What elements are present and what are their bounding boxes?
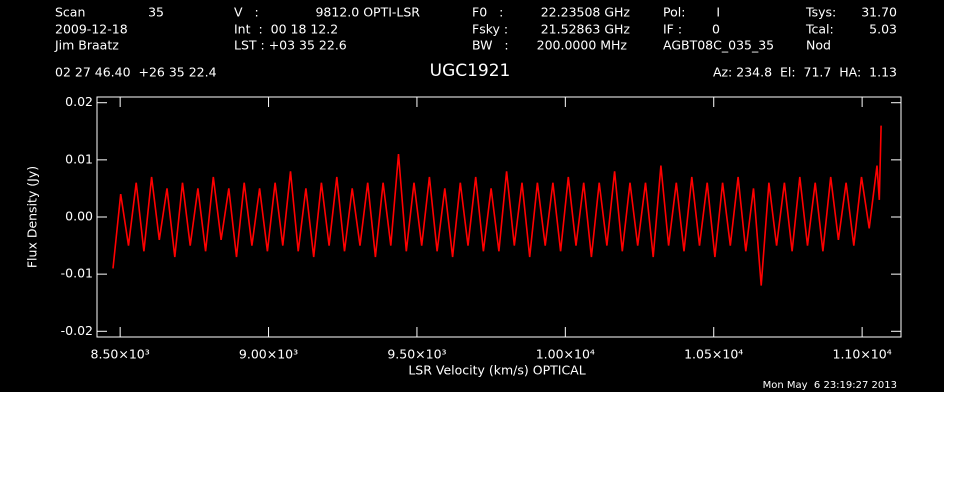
header-text: AGBT08C_035_35 (663, 38, 774, 53)
header-text: 9812.0 OPTI-LSR (315, 5, 420, 20)
header-text: 02 27 46.40 +26 35 22.4 (55, 65, 217, 80)
header-text: 0 (712, 22, 720, 37)
header-text: 22.23508 GHz (541, 5, 631, 20)
header-text: F0 : (472, 5, 503, 20)
header-text: Tcal: (805, 22, 834, 37)
y-tick-label: 0.02 (65, 94, 93, 109)
spectrum-line (112, 125, 882, 286)
header-text: 200.0000 MHz (537, 38, 628, 53)
x-axis-label: LSR Velocity (km/s) OPTICAL (408, 363, 585, 378)
x-tick-label: 9.50×10³ (387, 347, 446, 362)
header-text: V : (234, 5, 259, 20)
header-text: I (716, 5, 720, 20)
x-tick-label: 1.10×10⁴ (833, 347, 892, 362)
y-tick-label: 0.00 (65, 209, 93, 224)
header: Scan 35 V : 9812.0 OPTI-LSR F0 : 22.2350… (54, 5, 897, 80)
header-text: Scan (55, 5, 85, 20)
y-tick-label: -0.02 (61, 323, 93, 338)
x-tick-label: 9.00×10³ (239, 347, 298, 362)
header-text: LST : +03 35 22.6 (234, 38, 347, 53)
header-text: 5.03 (869, 22, 897, 37)
header-text: Jim Braatz (54, 38, 119, 53)
header-text: 2009-12-18 (55, 22, 128, 37)
header-text: Pol: (663, 5, 685, 20)
x-tick-label: 1.00×10⁴ (536, 347, 595, 362)
header-text: Int : 00 18 12.2 (234, 22, 338, 37)
header-text: Az: 234.8 El: 71.7 HA: 1.13 (713, 65, 897, 80)
x-tick-label: 1.05×10⁴ (684, 347, 743, 362)
timestamp: Mon May 6 23:19:27 2013 (763, 380, 897, 391)
y-tick-label: 0.01 (65, 151, 93, 166)
header-text: Nod (806, 38, 831, 53)
header-text: IF : (663, 22, 682, 37)
x-tick-label: 8.50×10³ (91, 347, 150, 362)
header-text: 31.70 (861, 5, 897, 20)
header-text: 35 (148, 5, 164, 20)
header-text: 21.52863 GHz (541, 22, 631, 37)
y-tick-label: -0.01 (61, 266, 93, 281)
header-text: BW : (472, 38, 509, 53)
header-text: Tsys: (805, 5, 836, 20)
y-axis-label: Flux Density (Jy) (25, 166, 40, 268)
chart-title: UGC1921 (430, 61, 511, 81)
header-text: Fsky : (472, 22, 508, 37)
